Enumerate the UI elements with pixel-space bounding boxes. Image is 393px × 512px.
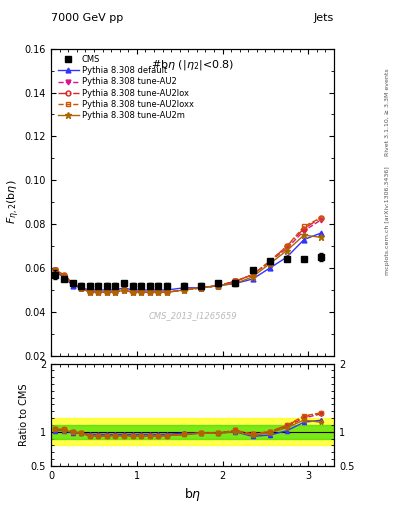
Text: 7000 GeV pp: 7000 GeV pp: [51, 13, 123, 23]
Text: #b$\eta$ ($|\eta_2|$<0.8): #b$\eta$ ($|\eta_2|$<0.8): [151, 58, 234, 72]
Text: mcplots.cern.ch [arXiv:1306.3436]: mcplots.cern.ch [arXiv:1306.3436]: [385, 166, 389, 274]
Text: Jets: Jets: [314, 13, 334, 23]
Text: Rivet 3.1.10, ≥ 3.3M events: Rivet 3.1.10, ≥ 3.3M events: [385, 69, 389, 157]
Text: CMS_2013_I1265659: CMS_2013_I1265659: [148, 311, 237, 321]
Y-axis label: $F_{\eta,2}$(b$\eta$): $F_{\eta,2}$(b$\eta$): [6, 180, 22, 224]
X-axis label: b$\eta$: b$\eta$: [184, 486, 201, 503]
Legend: CMS, Pythia 8.308 default, Pythia 8.308 tune-AU2, Pythia 8.308 tune-AU2lox, Pyth: CMS, Pythia 8.308 default, Pythia 8.308 …: [55, 53, 196, 122]
Bar: [51, 418, 334, 445]
Y-axis label: Ratio to CMS: Ratio to CMS: [20, 383, 29, 446]
Bar: [51, 425, 334, 439]
